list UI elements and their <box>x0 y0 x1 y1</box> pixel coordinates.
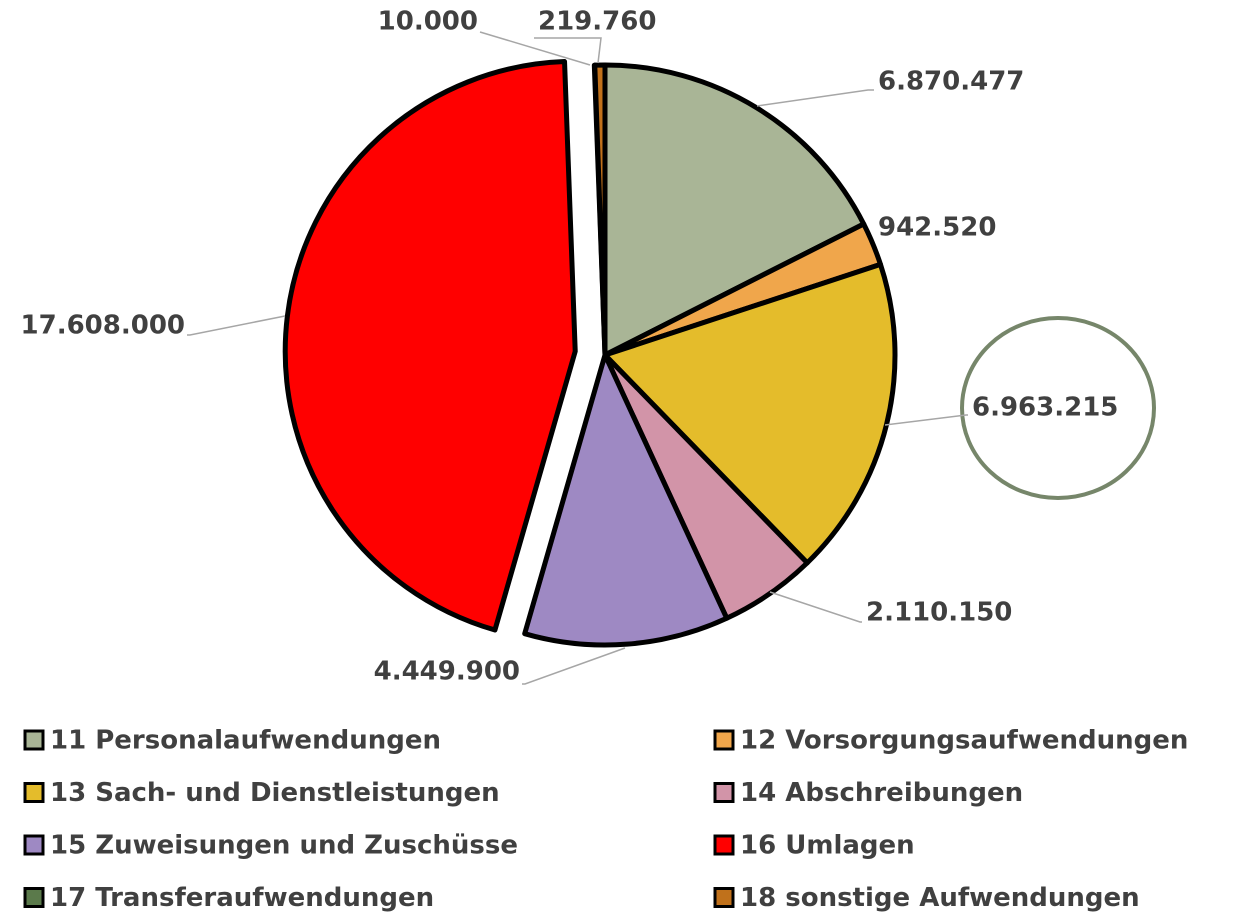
data-label: 6.870.477 <box>878 67 1024 97</box>
highlight-circle <box>960 316 1156 500</box>
legend-label: 11 Personalaufwendungen <box>50 726 441 756</box>
legend-swatch <box>713 834 735 856</box>
pie-slice <box>522 352 730 648</box>
legend-swatch <box>713 887 735 908</box>
leader-line <box>884 414 968 426</box>
leader-line <box>479 31 591 66</box>
data-label: 2.110.150 <box>866 598 1012 628</box>
data-label: 942.520 <box>878 213 996 243</box>
data-label: 17.608.000 <box>21 311 185 341</box>
legend-swatch <box>23 729 45 751</box>
legend-swatch <box>23 834 45 856</box>
pie-slice <box>282 59 578 633</box>
legend-label: 14 Abschreibungen <box>740 778 1023 808</box>
leader-line <box>769 591 862 623</box>
legend-label: 17 Transferaufwendungen <box>50 883 434 913</box>
pie-slice <box>602 62 867 358</box>
legend-label: 13 Sach- und Dienstleistungen <box>50 778 500 808</box>
leader-line <box>534 37 602 64</box>
leader-line <box>187 315 286 336</box>
legend-label: 15 Zuweisungen und Zuschüsse <box>50 831 518 861</box>
leader-line <box>756 89 874 107</box>
legend-swatch <box>23 782 45 803</box>
legend-label: 16 Umlagen <box>740 831 915 861</box>
pie-slice <box>592 62 608 358</box>
data-label: 219.760 <box>538 7 656 37</box>
data-label: 4.449.900 <box>374 657 520 687</box>
legend-label: 12 Vorsorgungsaufwendungen <box>740 726 1188 756</box>
legend-label: 18 sonstige Aufwendungen <box>740 883 1140 913</box>
data-label: 6.963.215 <box>972 393 1118 423</box>
legend-swatch <box>713 782 735 803</box>
data-label: 10.000 <box>378 7 478 37</box>
leader-line <box>522 647 626 685</box>
legend-swatch <box>713 729 735 751</box>
legend-swatch <box>23 887 45 908</box>
